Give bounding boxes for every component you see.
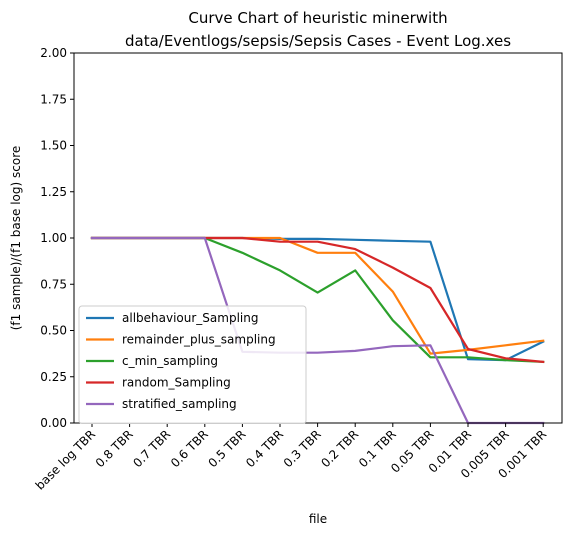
x-tick-label: 0.5 TBR: [206, 427, 249, 470]
chart-title-line-1: Curve Chart of heuristic minerwith: [188, 9, 447, 27]
y-tick-label: 0.50: [40, 324, 67, 338]
x-tick-label: 0.6 TBR: [168, 427, 211, 470]
x-tick-label: 0.2 TBR: [318, 427, 361, 470]
y-tick-label: 1.00: [40, 231, 67, 245]
y-tick-label: 1.25: [40, 185, 67, 199]
legend-entry: remainder_plus_sampling: [122, 333, 276, 347]
x-tick-label: 0.4 TBR: [243, 427, 286, 470]
legend-entry: random_Sampling: [122, 376, 231, 390]
y-tick-label: 0.25: [40, 370, 67, 384]
x-tick-label: 0.3 TBR: [281, 427, 324, 470]
x-tick-label: base log TBR: [33, 427, 98, 492]
x-tick-label: 0.7 TBR: [130, 427, 173, 470]
y-tick-label: 1.75: [40, 92, 67, 106]
legend-box: [78, 305, 307, 424]
y-axis-label: (f1 sample)/(f1 base log) score: [9, 146, 23, 331]
legend: allbehaviour_Sampling remainder_plus_samp…: [78, 305, 307, 424]
y-tick-label: 0.00: [40, 416, 67, 430]
legend-entry: allbehaviour_Sampling: [122, 311, 258, 325]
x-tick-label: 0.8 TBR: [93, 427, 136, 470]
y-axis-ticks: 0.00 0.25 0.50 0.75 1.00 1.25 1.50 1.75 2.00: [40, 46, 74, 430]
chart-title-line-2: data/Eventlogs/sepsis/Sepsis Cases - Eve…: [125, 32, 511, 50]
y-tick-label: 0.75: [40, 277, 67, 291]
legend-entry: c_min_sampling: [122, 354, 218, 368]
legend-entry: stratified_sampling: [122, 397, 237, 411]
series-layer: [90, 236, 545, 425]
y-tick-label: 2.00: [40, 46, 67, 60]
y-tick-label: 1.50: [40, 139, 67, 153]
x-axis-label: file: [309, 512, 327, 526]
